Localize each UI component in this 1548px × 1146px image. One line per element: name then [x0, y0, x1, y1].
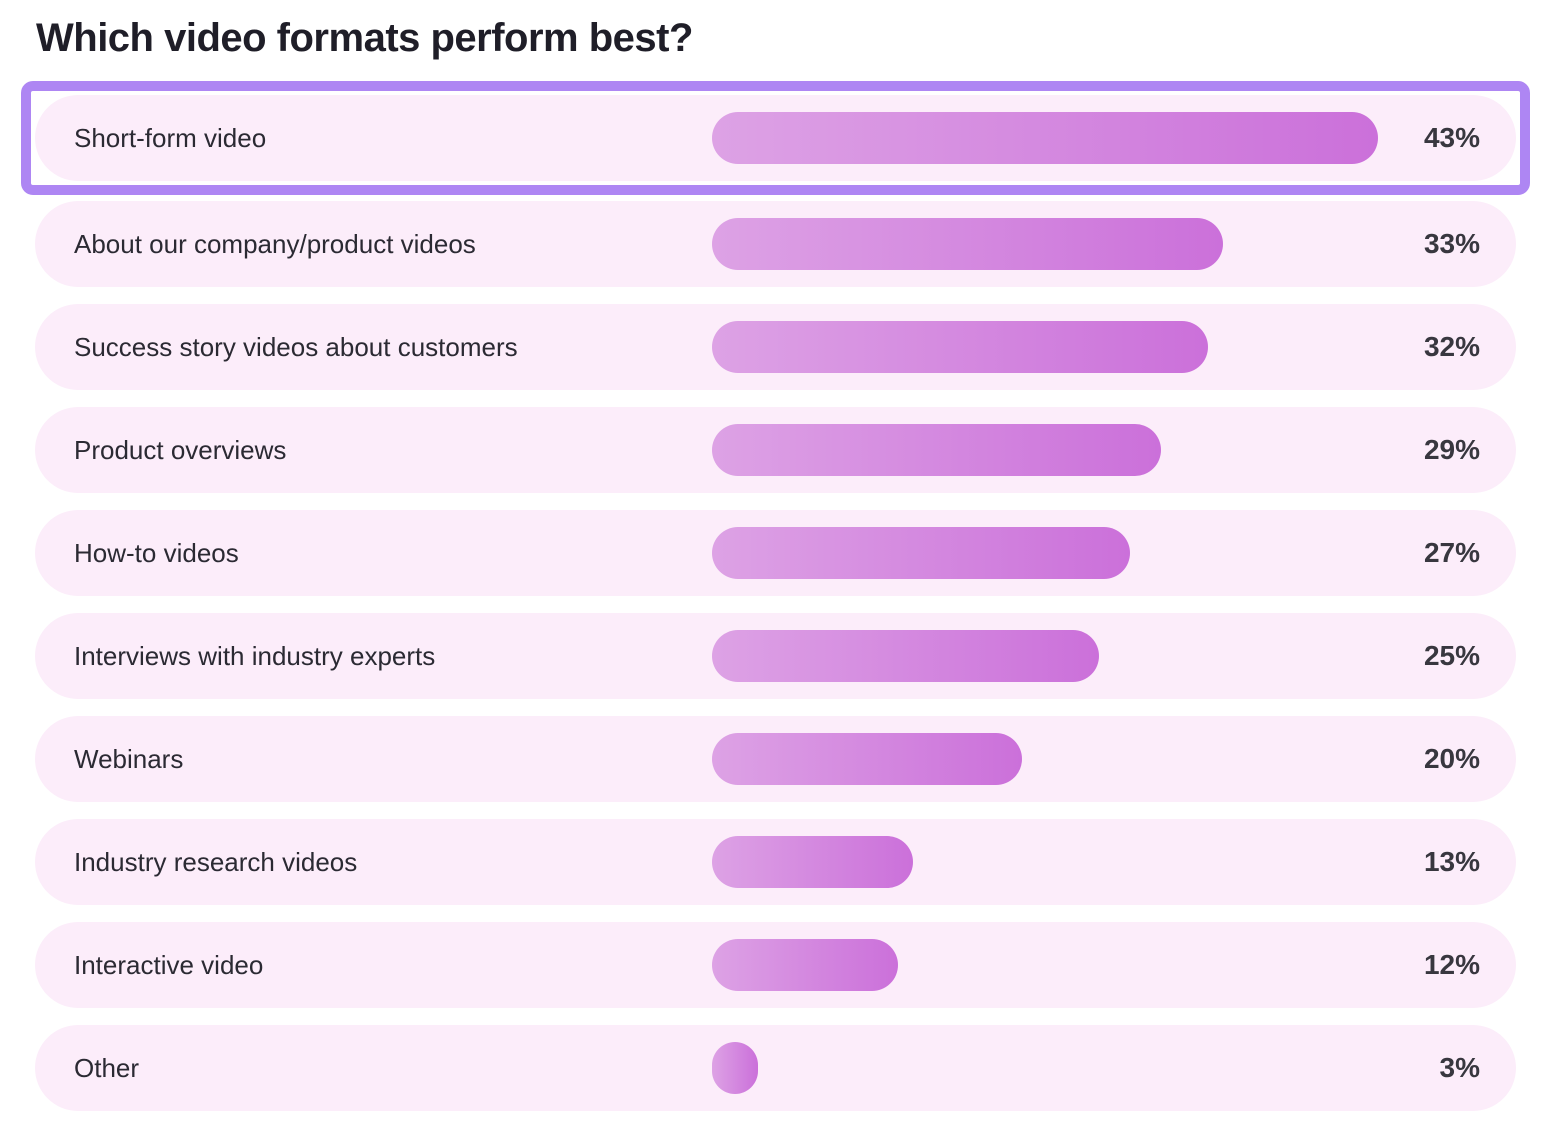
value-percent-label: 25% — [1423, 640, 1480, 671]
value-percent-label: 32% — [1423, 331, 1480, 362]
bar-track — [712, 112, 1378, 164]
value-percent-label: 13% — [1423, 846, 1480, 877]
chart-row: Other 3% — [35, 1025, 1516, 1111]
value-percent-label: 43% — [1423, 122, 1480, 153]
category-label: About our company/product videos — [74, 228, 476, 259]
value-percent-label: 27% — [1423, 537, 1480, 568]
chart-row: Short-form video 43% — [35, 95, 1516, 181]
value-percent-label: 3% — [1439, 1052, 1480, 1083]
value-bar — [712, 527, 1131, 579]
chart-row: How-to videos 27% — [35, 510, 1516, 596]
chart-row: Industry research videos 13% — [35, 819, 1516, 905]
bar-track — [712, 1042, 1378, 1094]
value-percent-label: 33% — [1423, 228, 1480, 259]
category-label: Interactive video — [74, 949, 264, 980]
category-label: Success story videos about customers — [74, 331, 518, 362]
chart-row: Webinars 20% — [35, 716, 1516, 802]
value-bar — [712, 630, 1100, 682]
category-label: How-to videos — [74, 537, 239, 568]
category-label: Product overviews — [74, 434, 287, 465]
chart-row: Interactive video 12% — [35, 922, 1516, 1008]
category-label: Industry research videos — [74, 846, 358, 877]
value-percent-label: 12% — [1423, 949, 1480, 980]
category-label: Other — [74, 1052, 140, 1083]
bar-track — [712, 733, 1378, 785]
bar-track — [712, 321, 1378, 373]
value-bar — [712, 321, 1208, 373]
bar-track — [712, 836, 1378, 888]
bar-track — [712, 939, 1378, 991]
value-bar — [712, 424, 1162, 476]
value-bar — [712, 939, 898, 991]
value-bar — [712, 733, 1022, 785]
value-bar — [712, 112, 1378, 164]
chart-row: Interviews with industry experts 25% — [35, 613, 1516, 699]
value-bar — [712, 1042, 759, 1094]
category-label: Interviews with industry experts — [74, 640, 436, 671]
bar-track — [712, 527, 1378, 579]
chart-title: Which video formats perform best? — [36, 16, 693, 60]
category-label: Webinars — [74, 743, 184, 774]
highlight-box: Short-form video 43% — [21, 81, 1530, 195]
chart-row: About our company/product videos 33% — [35, 201, 1516, 287]
chart-row: Product overviews 29% — [35, 407, 1516, 493]
bar-track — [712, 630, 1378, 682]
value-bar — [712, 836, 914, 888]
chart-row: Success story videos about customers 32% — [35, 304, 1516, 390]
category-label: Short-form video — [74, 122, 267, 153]
value-bar — [712, 218, 1224, 270]
bar-track — [712, 424, 1378, 476]
bar-chart: Short-form video 43% About our company/p… — [21, 81, 1530, 1111]
value-percent-label: 29% — [1423, 434, 1480, 465]
bar-track — [712, 218, 1378, 270]
value-percent-label: 20% — [1423, 743, 1480, 774]
